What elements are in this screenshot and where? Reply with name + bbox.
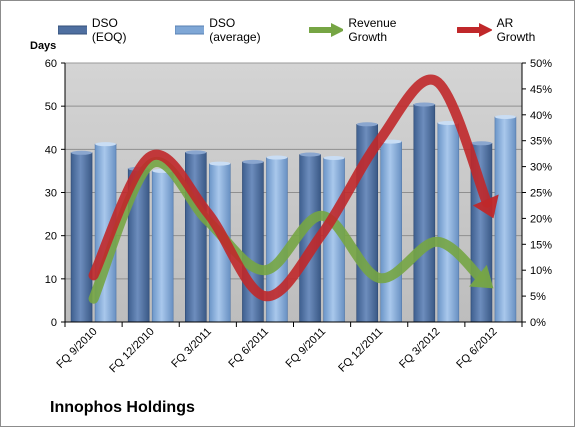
- bar-cap-dso-eoq: [356, 122, 378, 127]
- y-tick-label-right: 45%: [530, 84, 552, 96]
- y-tick-label-right: 50%: [530, 58, 552, 70]
- y-tick-label-right: 40%: [530, 110, 552, 122]
- bar-dso-average: [151, 170, 174, 323]
- y-tick-label-left: 0: [51, 317, 57, 329]
- y-tick-label-left: 50: [45, 101, 57, 113]
- x-tick-label: FQ 3/2011: [169, 326, 214, 371]
- x-tick-label: FQ 3/2012: [397, 326, 442, 371]
- bar-cap-dso-average: [437, 121, 459, 126]
- line-ar-growth: [88, 74, 492, 302]
- y-tick-label-left: 30: [45, 188, 57, 200]
- bar-cap-dso-average: [494, 114, 516, 119]
- x-tick-label: FQ 9/2010: [54, 326, 99, 371]
- bar-cap-dso-eoq: [413, 102, 435, 107]
- y-tick-label-left: 60: [45, 58, 57, 70]
- y-tick-label-left: 40: [45, 144, 57, 156]
- y-tick-label-right: 35%: [530, 136, 552, 148]
- bar-cap-dso-average: [95, 142, 117, 147]
- x-tick-label: FQ 12/2010: [107, 326, 157, 376]
- legend-item-dso-eoq: DSO (EOQ): [58, 16, 153, 44]
- legend-item-revenue-growth: Revenue Growth: [308, 16, 435, 44]
- arrowhead-revenue-growth: [469, 264, 494, 289]
- legend-label-ar-growth: AR Growth: [496, 16, 536, 44]
- y-tick-label-right: 30%: [530, 162, 552, 174]
- bar-cap-dso-eoq: [299, 152, 321, 157]
- legend-swatch-dso-eoq: [58, 25, 87, 35]
- y-tick-label-right: 25%: [530, 188, 552, 200]
- bar-dso-average: [437, 122, 460, 323]
- legend-swatch-dso-average: [175, 25, 205, 35]
- bar-dso-eoq: [413, 104, 436, 323]
- legend-label-dso-eoq: DSO (EOQ): [91, 16, 127, 44]
- bar-cap-dso-average: [380, 139, 402, 144]
- legend-label-revenue-growth: Revenue Growth: [348, 16, 397, 44]
- arrowhead-ar-growth: [472, 194, 499, 219]
- bar-cap-dso-eoq: [470, 141, 492, 146]
- y-tick-label-right: 15%: [530, 239, 552, 251]
- bar-cap-dso-average: [209, 161, 231, 166]
- bar-dso-average: [380, 141, 402, 323]
- x-tick-label: FQ 12/2011: [336, 326, 385, 375]
- y-tick-label-left: 20: [45, 231, 57, 243]
- bar-cap-dso-average: [323, 155, 345, 160]
- legend: DSO (EOQ) DSO (average) Revenue Growth A…: [58, 16, 575, 44]
- bar-dso-average: [494, 116, 517, 323]
- y-axis-label: Days: [30, 40, 57, 52]
- y-tick-label-right: 5%: [530, 291, 546, 303]
- legend-item-dso-average: DSO (average): [175, 16, 286, 44]
- y-tick-label-left: 10: [45, 274, 57, 286]
- bar-dso-eoq: [70, 152, 93, 323]
- legend-item-ar-growth: AR Growth: [456, 16, 553, 44]
- legend-arrow-ar-growth-icon: [456, 23, 492, 37]
- y-tick-label-right: 20%: [530, 213, 552, 225]
- bar-cap-dso-eoq: [242, 159, 264, 164]
- x-tick-label: FQ 6/2011: [226, 326, 271, 371]
- legend-label-dso-average: DSO (average): [209, 16, 261, 44]
- bar-cap-dso-average: [266, 155, 288, 160]
- x-tick-label: FQ 6/2012: [454, 326, 499, 371]
- line-revenue-growth: [88, 157, 486, 304]
- bar-cap-dso-eoq: [71, 150, 93, 155]
- y-tick-label-right: 10%: [530, 265, 552, 277]
- legend-arrow-revenue-growth-icon: [308, 23, 344, 37]
- y-tick-label-right: 0%: [530, 317, 546, 329]
- company-name: Innophos Holdings: [50, 399, 195, 416]
- x-tick-label: FQ 9/2011: [284, 326, 329, 371]
- bar-cap-dso-eoq: [185, 150, 207, 155]
